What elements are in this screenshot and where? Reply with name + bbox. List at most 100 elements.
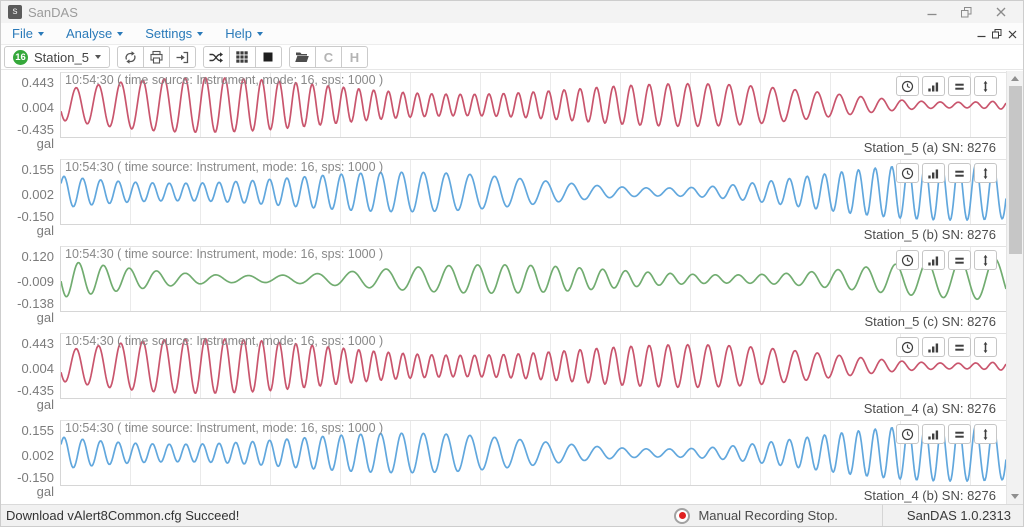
scrollbar-thumb[interactable] [1009,86,1022,254]
waveform-plot[interactable]: 10:54:30 ( time source: Instrument, mode… [60,246,1006,312]
stop-icon [263,52,273,62]
vertical-scrollbar[interactable] [1006,71,1023,504]
y-axis-mid-label: 0.002 [21,187,54,202]
signal-scale-button[interactable] [922,76,945,96]
stop-button[interactable] [254,46,282,68]
scroll-down-button[interactable] [1007,490,1023,503]
waveform-panel: 0.120 -0.009 -0.138 gal 10:54:30 ( time … [1,245,1006,332]
chevron-down-icon [117,31,124,36]
toolbar-group-view [202,46,282,68]
signal-scale-button[interactable] [922,163,945,183]
title-bar: s SanDAS [1,1,1023,23]
close-icon [1008,30,1017,38]
waveform-trace [61,76,1006,133]
waveform-trace [61,424,1006,482]
station-selector-label: Station_5 [34,49,89,65]
signal-scale-button[interactable] [922,337,945,357]
printer-icon [150,50,163,64]
shuffle-icon [209,51,224,63]
menu-file[interactable]: File [1,26,55,41]
refresh-button[interactable]: C [314,46,342,68]
history-button[interactable]: H [340,46,368,68]
chevron-down-icon [197,31,204,36]
signal-bars-icon [928,430,939,439]
child-minimize-button[interactable] [977,30,986,39]
waveform-panel: 0.443 0.004 -0.435 gal 10:54:30 ( time s… [1,71,1006,158]
waveform-trace [61,337,1006,394]
vertical-zoom-button[interactable] [974,163,997,183]
shuffle-button[interactable] [202,46,230,68]
vertical-arrows-icon [983,167,988,179]
vertical-zoom-button[interactable] [974,76,997,96]
record-dot-icon [678,512,686,519]
vertical-zoom-button[interactable] [974,337,997,357]
scroll-up-button[interactable] [1007,72,1023,85]
child-window-controls [977,23,1017,45]
minimize-button[interactable] [927,7,937,17]
grid-layout-button[interactable] [228,46,256,68]
menu-help[interactable]: Help [214,26,274,41]
station-label: Station_5 (c) SN: 8276 [864,314,996,329]
y-axis-max-label: 0.443 [21,336,54,351]
equals-lines-icon [955,344,964,351]
y-axis-mid-label: 0.004 [21,361,54,376]
y-axis-mid-label: 0.002 [21,448,54,463]
timestamp-header: 10:54:30 ( time source: Instrument, mode… [65,247,384,261]
scale-lines-button[interactable] [948,424,971,444]
clock-icon [901,80,914,92]
y-axis-max-label: 0.155 [21,423,54,438]
waveform-plot[interactable]: 10:54:30 ( time source: Instrument, mode… [60,420,1006,486]
scale-lines-button[interactable] [948,250,971,270]
waveform-trace [61,257,1006,301]
panel-button-group [896,250,997,270]
child-close-button[interactable] [1008,30,1017,39]
open-folder-button[interactable] [288,46,316,68]
menu-analyse[interactable]: Analyse [55,26,134,41]
import-button[interactable] [168,46,196,68]
clock-icon [901,428,914,440]
record-button[interactable] [674,507,691,524]
time-axis-button[interactable] [896,163,919,183]
sync-button[interactable] [116,46,144,68]
vertical-arrows-icon [983,341,988,353]
station-label: Station_5 (b) SN: 8276 [863,227,996,242]
waveform-trace [61,163,1006,221]
clock-icon [901,254,914,266]
menu-settings[interactable]: Settings [134,26,214,41]
y-axis-unit-label: gal [36,397,54,412]
equals-lines-icon [955,431,964,438]
statusbar-divider [881,505,883,526]
signal-scale-button[interactable] [922,250,945,270]
time-axis-button[interactable] [896,76,919,96]
waveform-plot[interactable]: 10:54:30 ( time source: Instrument, mode… [60,72,1006,138]
toolbar-group-io [116,46,196,68]
close-button[interactable] [996,7,1006,17]
scale-lines-button[interactable] [948,337,971,357]
restore-button[interactable] [961,6,972,18]
child-restore-button[interactable] [992,29,1002,39]
equals-lines-icon [955,170,964,177]
vertical-zoom-button[interactable] [974,250,997,270]
time-axis-button[interactable] [896,337,919,357]
waveform-plot[interactable]: 10:54:30 ( time source: Instrument, mode… [60,333,1006,399]
close-icon [996,7,1006,17]
station-selector[interactable]: 16 Station_5 [4,46,110,68]
signal-bars-icon [928,82,939,91]
scale-lines-button[interactable] [948,163,971,183]
scale-lines-button[interactable] [948,76,971,96]
folder-open-icon [295,52,310,62]
grid-icon [236,51,249,63]
time-axis-button[interactable] [896,424,919,444]
signal-scale-button[interactable] [922,424,945,444]
chevron-down-icon [94,55,101,59]
waveform-plot[interactable]: 10:54:30 ( time source: Instrument, mode… [60,159,1006,225]
y-axis-min-label: -0.435 [17,122,54,137]
channel-count-badge: 16 [13,49,28,65]
toolbar-group-file: C H [288,46,368,68]
clock-icon [901,341,914,353]
time-axis-button[interactable] [896,250,919,270]
station-label: Station_4 (a) SN: 8276 [863,401,996,416]
vertical-zoom-button[interactable] [974,424,997,444]
print-button[interactable] [142,46,170,68]
